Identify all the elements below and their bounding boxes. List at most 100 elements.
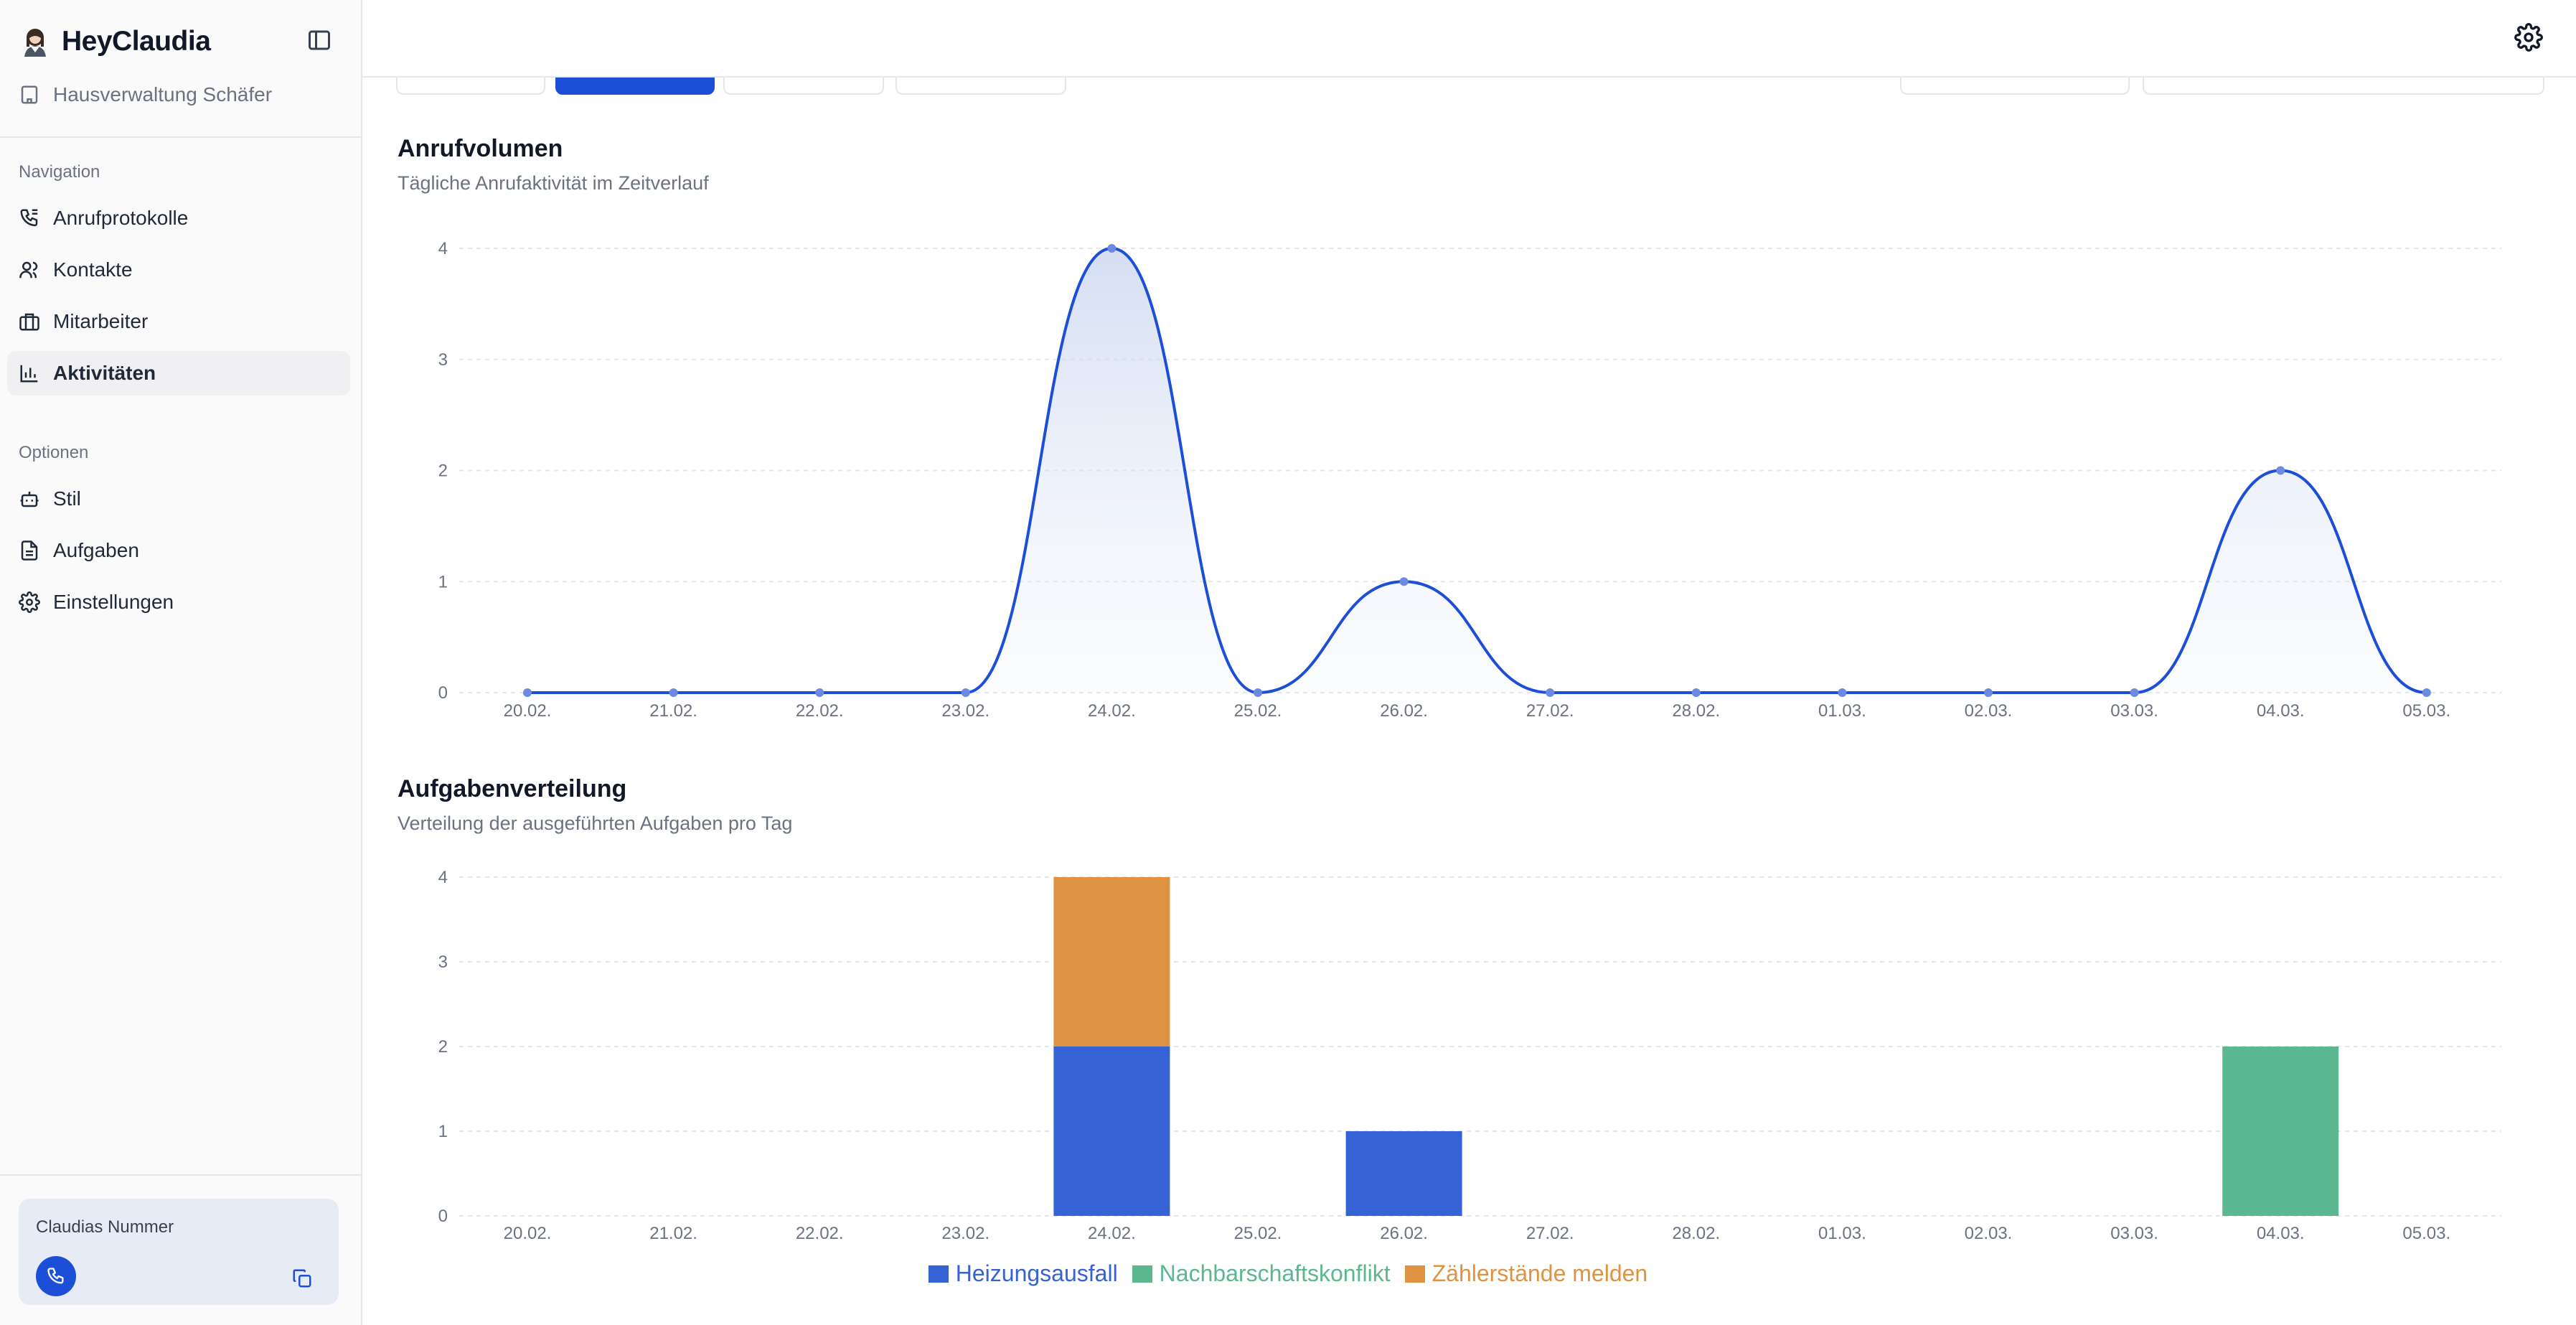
data-point <box>1399 577 1409 586</box>
sidebar-item-kontakte[interactable]: Kontakte <box>7 248 350 292</box>
x-tick-label: 04.03. <box>2257 701 2305 721</box>
brand[interactable]: HeyClaudia <box>19 22 211 62</box>
x-tick-label: 05.03. <box>2402 701 2450 721</box>
copy-icon[interactable] <box>291 1268 313 1289</box>
top-bar <box>362 0 2576 78</box>
legend-label: Heizungsausfall <box>955 1260 1118 1286</box>
chart-legend: Heizungsausfall Nachbarschaftskonflikt Z… <box>0 1260 2576 1287</box>
y-tick-label: 0 <box>438 683 448 703</box>
data-point <box>1546 688 1555 697</box>
y-tick-label: 3 <box>438 952 448 972</box>
phone-number-label: Claudias Nummer <box>36 1217 174 1237</box>
chart-title-anrufvolumen: Anrufvolumen <box>398 135 563 162</box>
sidebar-toggle-icon[interactable] <box>306 27 332 53</box>
document-icon <box>21 540 38 561</box>
bar-segment <box>1053 1047 1170 1216</box>
x-tick-label: 21.02. <box>649 701 697 721</box>
y-tick-label: 1 <box>438 572 448 591</box>
bar-segment <box>2222 1047 2339 1216</box>
sidebar-item-aufgaben[interactable]: Aufgaben <box>7 528 350 573</box>
sidebar-item-mitarbeiter[interactable]: Mitarbeiter <box>7 299 350 344</box>
sidebar-item-label: Stil <box>53 487 81 510</box>
x-tick-label: 03.03. <box>2110 1224 2158 1243</box>
y-tick-label: 1 <box>438 1122 448 1141</box>
x-tick-label: 28.02. <box>1672 1224 1720 1243</box>
y-tick-label: 3 <box>438 350 448 370</box>
legend-swatch <box>1132 1265 1152 1283</box>
phone-number-card: Claudias Nummer <box>19 1199 339 1305</box>
data-point <box>1107 244 1117 253</box>
sidebar-item-label: Einstellungen <box>53 591 174 613</box>
bar-segment <box>1345 1131 1462 1216</box>
legend-item-nachbarschaftskonflikt[interactable]: Nachbarschaftskonflikt <box>1132 1260 1391 1287</box>
x-tick-label: 24.02. <box>1088 1224 1136 1243</box>
x-tick-label: 23.02. <box>941 1224 989 1243</box>
organization-name: Hausverwaltung Schäfer <box>53 83 273 106</box>
anrufvolumen-chart: 0 1 2 3 4 20.02. 21.02. 22.02. 23.02. 24.02. 25.02… <box>438 239 2501 721</box>
legend-item-heizungsausfall[interactable]: Heizungsausfall <box>928 1260 1118 1287</box>
legend-label: Zählerstände melden <box>1432 1260 1648 1286</box>
organization[interactable]: Hausverwaltung Schäfer <box>19 83 272 106</box>
chart-title-aufgabenverteilung: Aufgabenverteilung <box>398 775 627 802</box>
x-tick-label: 22.02. <box>796 701 844 721</box>
y-tick-label: 0 <box>438 1207 448 1226</box>
briefcase-icon <box>19 313 39 331</box>
x-tick-label: 25.02. <box>1234 701 1282 721</box>
legend-swatch <box>1404 1265 1425 1283</box>
x-tick-label: 26.02. <box>1380 1224 1428 1243</box>
sidebar-item-stil[interactable]: Stil <box>7 477 350 521</box>
data-point <box>2422 688 2431 697</box>
legend-swatch <box>928 1265 949 1283</box>
sidebar: HeyClaudia Hausverwaltung Schäfer Naviga… <box>0 0 362 1325</box>
data-point <box>815 688 824 697</box>
x-tick-label: 05.03. <box>2402 1224 2450 1243</box>
data-point <box>1254 688 1262 697</box>
sidebar-item-label: Anrufprotokolle <box>53 207 189 229</box>
bar-segment <box>1053 877 1170 1047</box>
sidebar-item-label: Mitarbeiter <box>53 310 149 332</box>
sidebar-item-label: Aktivitäten <box>53 362 156 384</box>
divider <box>0 1174 362 1176</box>
data-point <box>2276 466 2285 475</box>
x-tick-label: 27.02. <box>1526 1224 1574 1243</box>
app-name: HeyClaudia <box>62 26 211 57</box>
x-tick-label: 01.03. <box>1818 701 1866 721</box>
navigation-section-label: Navigation <box>19 162 100 182</box>
sidebar-item-aktivitaeten[interactable]: Aktivitäten <box>7 351 350 395</box>
phone-icon <box>47 1268 64 1284</box>
chart-subtitle-aufgabenverteilung: Verteilung der ausgeführten Aufgaben pro… <box>398 813 793 834</box>
series-line <box>527 246 2427 695</box>
sidebar-item-label: Kontakte <box>53 258 133 281</box>
bar-chart-icon <box>20 365 38 383</box>
legend-item-zaehlerstaende[interactable]: Zählerstände melden <box>1404 1260 1648 1287</box>
x-tick-label: 26.02. <box>1380 701 1428 721</box>
x-tick-label: 24.02. <box>1088 701 1136 721</box>
sidebar-item-anrufprotokolle[interactable]: Anrufprotokolle <box>7 196 350 240</box>
data-point <box>1838 688 1847 697</box>
x-tick-label: 23.02. <box>941 701 989 721</box>
y-tick-label: 2 <box>438 462 448 481</box>
data-point <box>961 688 970 697</box>
settings-gear-icon[interactable] <box>2514 23 2543 52</box>
call-button[interactable] <box>36 1256 76 1296</box>
x-tick-label: 21.02. <box>649 1224 697 1243</box>
aufgabenverteilung-chart: 0 1 2 3 4 20.02. 21.02. 22.02. 23.02. 24.02. 25.02… <box>438 868 2501 1243</box>
bot-icon <box>20 492 39 507</box>
data-point <box>523 688 532 697</box>
data-point <box>1691 688 1701 697</box>
x-tick-label: 03.03. <box>2110 701 2158 721</box>
x-tick-label: 22.02. <box>796 1224 844 1243</box>
x-tick-label: 20.02. <box>504 701 552 721</box>
y-tick-label: 4 <box>438 868 448 887</box>
data-point <box>2130 688 2139 697</box>
claudia-avatar-icon <box>24 29 46 57</box>
divider <box>0 136 362 138</box>
x-tick-label: 25.02. <box>1234 1224 1282 1243</box>
x-tick-label: 02.03. <box>1965 1224 2013 1243</box>
phone-log-icon <box>20 209 38 227</box>
sidebar-item-einstellungen[interactable]: Einstellungen <box>7 580 350 624</box>
data-point <box>669 688 678 697</box>
area-fill <box>527 248 2427 693</box>
sidebar-item-label: Aufgaben <box>53 539 139 561</box>
